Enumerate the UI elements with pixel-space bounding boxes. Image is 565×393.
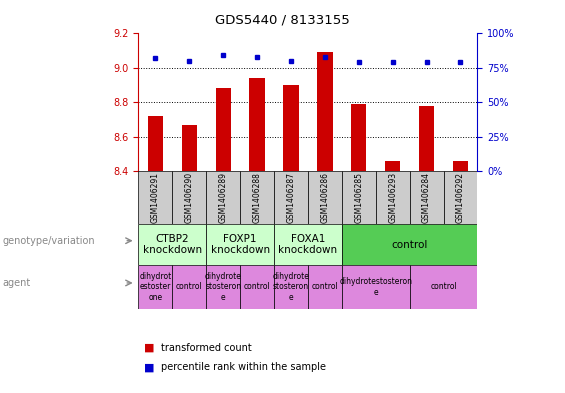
Text: GSM1406289: GSM1406289 — [219, 172, 228, 223]
Bar — [240, 265, 274, 309]
Text: GSM1406290: GSM1406290 — [185, 172, 194, 223]
Bar — [250, 78, 264, 171]
Bar — [342, 265, 410, 309]
Text: GSM1406288: GSM1406288 — [253, 172, 262, 223]
Text: CTBP2
knockdown: CTBP2 knockdown — [143, 234, 202, 255]
Text: dihydrotestosteron
e: dihydrotestosteron e — [339, 277, 412, 297]
Bar — [385, 161, 400, 171]
Bar — [342, 171, 376, 224]
Text: dihydrot
estoster
one: dihydrot estoster one — [139, 272, 172, 302]
Bar — [283, 85, 298, 171]
Bar — [318, 52, 332, 171]
Bar — [172, 171, 206, 224]
Text: GSM1406285: GSM1406285 — [354, 172, 363, 223]
Bar — [444, 171, 477, 224]
Text: dihydrote
stosteron
e: dihydrote stosteron e — [272, 272, 310, 302]
Bar — [376, 171, 410, 224]
Bar — [342, 224, 477, 265]
Bar — [206, 224, 274, 265]
Bar — [240, 171, 274, 224]
Text: FOXP1
knockdown: FOXP1 knockdown — [211, 234, 270, 255]
Text: control: control — [392, 240, 428, 250]
Bar — [138, 265, 172, 309]
Text: percentile rank within the sample: percentile rank within the sample — [161, 362, 326, 373]
Text: control: control — [176, 283, 203, 291]
Bar — [410, 171, 444, 224]
Bar — [308, 171, 342, 224]
Text: control: control — [244, 283, 271, 291]
Bar — [274, 171, 308, 224]
Bar — [206, 171, 240, 224]
Text: ■: ■ — [144, 343, 155, 353]
Text: GSM1406286: GSM1406286 — [320, 172, 329, 223]
Bar — [215, 88, 231, 171]
Bar — [148, 116, 163, 171]
Bar — [274, 265, 308, 309]
Text: GDS5440 / 8133155: GDS5440 / 8133155 — [215, 14, 350, 27]
Text: GSM1406292: GSM1406292 — [456, 172, 465, 223]
Bar — [274, 224, 342, 265]
Text: transformed count: transformed count — [161, 343, 252, 353]
Text: dihydrote
stosteron
e: dihydrote stosteron e — [205, 272, 242, 302]
Text: GSM1406287: GSM1406287 — [286, 172, 295, 223]
Text: FOXA1
knockdown: FOXA1 knockdown — [279, 234, 337, 255]
Bar — [419, 106, 434, 171]
Text: GSM1406284: GSM1406284 — [422, 172, 431, 223]
Text: genotype/variation: genotype/variation — [3, 236, 95, 246]
Bar — [453, 161, 468, 171]
Text: control: control — [311, 283, 338, 291]
Text: agent: agent — [3, 278, 31, 288]
Text: ■: ■ — [144, 362, 155, 373]
Text: control: control — [430, 283, 457, 291]
Bar — [308, 265, 342, 309]
Text: GSM1406293: GSM1406293 — [388, 172, 397, 223]
Bar — [138, 171, 172, 224]
Bar — [172, 265, 206, 309]
Bar — [410, 265, 477, 309]
Bar — [206, 265, 240, 309]
Bar — [138, 224, 206, 265]
Bar — [351, 104, 367, 171]
Bar — [182, 125, 197, 171]
Text: GSM1406291: GSM1406291 — [151, 172, 160, 223]
